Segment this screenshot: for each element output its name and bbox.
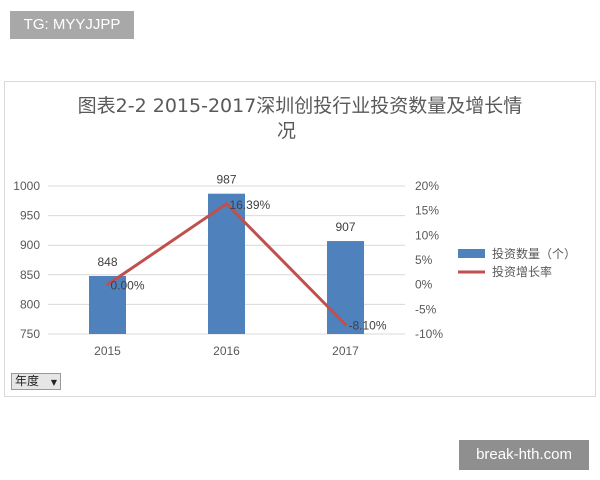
left-axis: 1000 950 900 850 800 750 <box>13 179 40 341</box>
left-tick-label: 900 <box>20 238 40 252</box>
year-filter-label: 年度 <box>15 374 40 388</box>
chart-frame <box>4 81 596 397</box>
left-tick-label: 950 <box>20 209 40 223</box>
right-tick-label: 10% <box>415 228 439 242</box>
bar-2016 <box>208 193 245 334</box>
bar-2017 <box>327 241 364 334</box>
watermark: break-hth.com <box>459 440 589 470</box>
x-tick-label: 2017 <box>332 344 359 358</box>
right-tick-label: -5% <box>415 302 437 316</box>
right-tick-label: 5% <box>415 253 433 267</box>
year-filter-dropdown[interactable]: 年度 ▼ <box>11 373 61 390</box>
growth-value-label-2016: 16.39% <box>230 198 271 212</box>
right-tick-label: 15% <box>415 204 439 218</box>
x-axis: 2015 2016 2017 <box>94 344 359 358</box>
growth-value-label-2015: 0.00% <box>111 279 145 293</box>
growth-value-label-2017: -8.10% <box>349 319 387 333</box>
right-tick-label: 0% <box>415 278 433 292</box>
left-tick-label: 1000 <box>13 179 40 193</box>
bar-value-label-2016: 987 <box>216 173 236 187</box>
bar-value-label-2015: 848 <box>97 255 117 269</box>
growth-point-2017 <box>344 323 347 327</box>
tg-badge: TG: MYYJJPP <box>10 11 134 39</box>
right-axis: 20% 15% 10% 5% 0% -5% -10% <box>415 179 443 341</box>
x-tick-label: 2015 <box>94 344 121 358</box>
right-tick-label: -10% <box>415 327 443 341</box>
legend: 投资数量（个） 投资增长率 <box>458 246 576 279</box>
legend-label-bars: 投资数量（个） <box>492 246 576 261</box>
left-tick-label: 800 <box>20 297 40 311</box>
bar-value-label-2017: 907 <box>335 220 355 234</box>
left-tick-label: 750 <box>20 327 40 341</box>
right-tick-label: 20% <box>415 179 439 193</box>
line-growth-rate <box>106 202 347 327</box>
growth-point-2015 <box>106 283 109 287</box>
chart-title-line-2: 况 <box>277 120 297 142</box>
legend-swatch-bars <box>458 249 485 258</box>
dropdown-arrow-icon: ▼ <box>50 378 57 387</box>
chart-title-line-1: 图表2-2 2015-2017深圳创投行业投资数量及增长情 <box>77 95 523 117</box>
data-labels: 848 987 907 0.00% 16.39% -8.10% <box>97 173 386 333</box>
growth-point-2016 <box>225 202 228 206</box>
left-tick-label: 850 <box>20 268 40 282</box>
bars-investment-count <box>89 193 364 334</box>
legend-label-line: 投资增长率 <box>492 264 552 279</box>
x-tick-label: 2016 <box>213 344 240 358</box>
